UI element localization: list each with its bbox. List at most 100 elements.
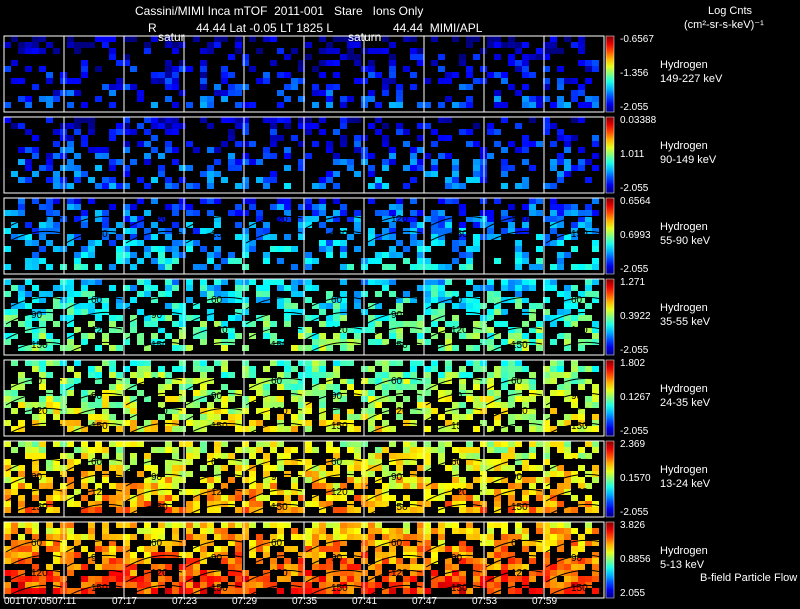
heatmap-cell — [389, 204, 396, 210]
heatmap-cell — [333, 372, 340, 378]
heatmap-cell — [368, 228, 375, 234]
heatmap-cell — [305, 285, 312, 291]
heatmap-cell — [571, 528, 578, 534]
contour-line — [125, 341, 183, 355]
heatmap-cell — [354, 36, 361, 42]
heatmap-cell — [235, 588, 242, 594]
heatmap-cell — [354, 228, 361, 234]
contour-label: 60 — [391, 376, 403, 387]
heatmap-cell — [515, 258, 522, 264]
heatmap-cell — [95, 96, 102, 102]
contour-line — [5, 554, 63, 568]
heatmap-cell — [508, 360, 515, 366]
heatmap-cell — [53, 96, 60, 102]
heatmap-cell — [459, 234, 466, 240]
heatmap-cell — [291, 447, 298, 453]
contour-label: 90 — [151, 472, 163, 483]
heatmap-cell — [312, 204, 319, 210]
heatmap-cell — [410, 240, 417, 246]
contour-line — [545, 326, 603, 340]
heatmap-cell — [564, 414, 571, 420]
heatmap-cell — [291, 390, 298, 396]
heatmap-cell — [25, 402, 32, 408]
heatmap-cell — [228, 534, 235, 540]
heatmap-cell — [4, 279, 11, 285]
heatmap-cell — [522, 540, 529, 546]
heatmap-cell — [200, 228, 207, 234]
heatmap-cell — [256, 210, 263, 216]
heatmap-cell — [459, 489, 466, 495]
heatmap-cell — [193, 447, 200, 453]
heatmap-cell — [473, 141, 480, 147]
heatmap-cell — [32, 465, 39, 471]
heatmap-cell — [263, 147, 270, 153]
heatmap-cell — [11, 477, 18, 483]
heatmap-cell — [431, 447, 438, 453]
contour-line — [185, 554, 243, 568]
heatmap-cell — [473, 528, 480, 534]
heatmap-cell — [326, 420, 333, 426]
heatmap-cell — [326, 216, 333, 222]
contour-label: 150 — [391, 502, 408, 513]
heatmap-cell — [11, 390, 18, 396]
heatmap-cell — [172, 495, 179, 501]
heatmap-cell — [445, 372, 452, 378]
contour-line — [245, 392, 303, 406]
heatmap-cell — [32, 360, 39, 366]
heatmap-cell — [529, 72, 536, 78]
heatmap-cell — [508, 465, 515, 471]
heatmap-cell — [389, 159, 396, 165]
heatmap-cell — [494, 366, 501, 372]
heatmap-cell — [291, 570, 298, 576]
heatmap-cell — [221, 483, 228, 489]
heatmap-cell — [347, 564, 354, 570]
heatmap-cell — [550, 222, 557, 228]
heatmap-cell — [284, 489, 291, 495]
heatmap-cell — [466, 414, 473, 420]
heatmap-cell — [74, 327, 81, 333]
heatmap-cell — [18, 198, 25, 204]
heatmap-cell — [452, 570, 459, 576]
contour-line — [125, 473, 183, 487]
heatmap-cell — [284, 183, 291, 189]
heatmap-cell — [235, 285, 242, 291]
heatmap-cell — [487, 297, 494, 303]
heatmap-cell — [186, 522, 193, 528]
heatmap-cell — [487, 540, 494, 546]
heatmap-cell — [368, 564, 375, 570]
heatmap-cell — [200, 60, 207, 66]
heatmap-cell — [557, 102, 564, 108]
heatmap-cell — [102, 522, 109, 528]
heatmap-cell — [431, 315, 438, 321]
heatmap-cell — [466, 84, 473, 90]
heatmap-cell — [179, 366, 186, 372]
heatmap-cell — [46, 408, 53, 414]
heatmap-cell — [410, 378, 417, 384]
heatmap-cell — [340, 246, 347, 252]
heatmap-cell — [466, 528, 473, 534]
heatmap-cell — [522, 396, 529, 402]
heatmap-cell — [137, 291, 144, 297]
heatmap-cell — [466, 441, 473, 447]
heatmap-cell — [32, 309, 39, 315]
heatmap-cell — [74, 540, 81, 546]
heatmap-cell — [228, 333, 235, 339]
heatmap-cell — [228, 90, 235, 96]
heatmap-cell — [228, 522, 235, 528]
heatmap-cell — [354, 339, 361, 345]
heatmap-cell — [158, 165, 165, 171]
heatmap-cell — [158, 384, 165, 390]
heatmap-cell — [291, 291, 298, 297]
subtitle-l-source: 44.44 MIMI/APL — [393, 21, 483, 35]
heatmap-cell — [81, 576, 88, 582]
contour-line — [485, 539, 543, 553]
heatmap-cell — [354, 141, 361, 147]
heatmap-cell — [445, 345, 452, 351]
colorbar-min-label: -2.055 — [620, 183, 649, 194]
heatmap-cell — [515, 483, 522, 489]
heatmap-cell — [501, 453, 508, 459]
heatmap-cell — [494, 258, 501, 264]
heatmap-cell — [179, 321, 186, 327]
heatmap-cell — [172, 42, 179, 48]
heatmap-cell — [53, 576, 60, 582]
